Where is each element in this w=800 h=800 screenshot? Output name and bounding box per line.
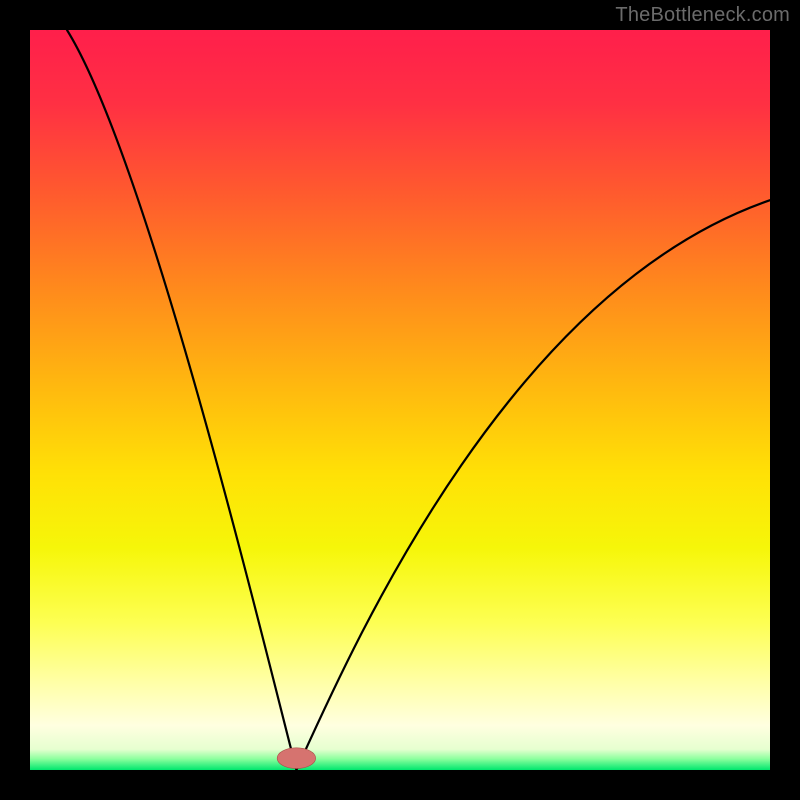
plot-svg — [30, 30, 770, 770]
chart-root: TheBottleneck.com — [0, 0, 800, 800]
gradient-background — [30, 30, 770, 770]
plot-area — [30, 30, 770, 770]
watermark-text: TheBottleneck.com — [615, 4, 790, 27]
vertex-marker — [277, 748, 315, 769]
